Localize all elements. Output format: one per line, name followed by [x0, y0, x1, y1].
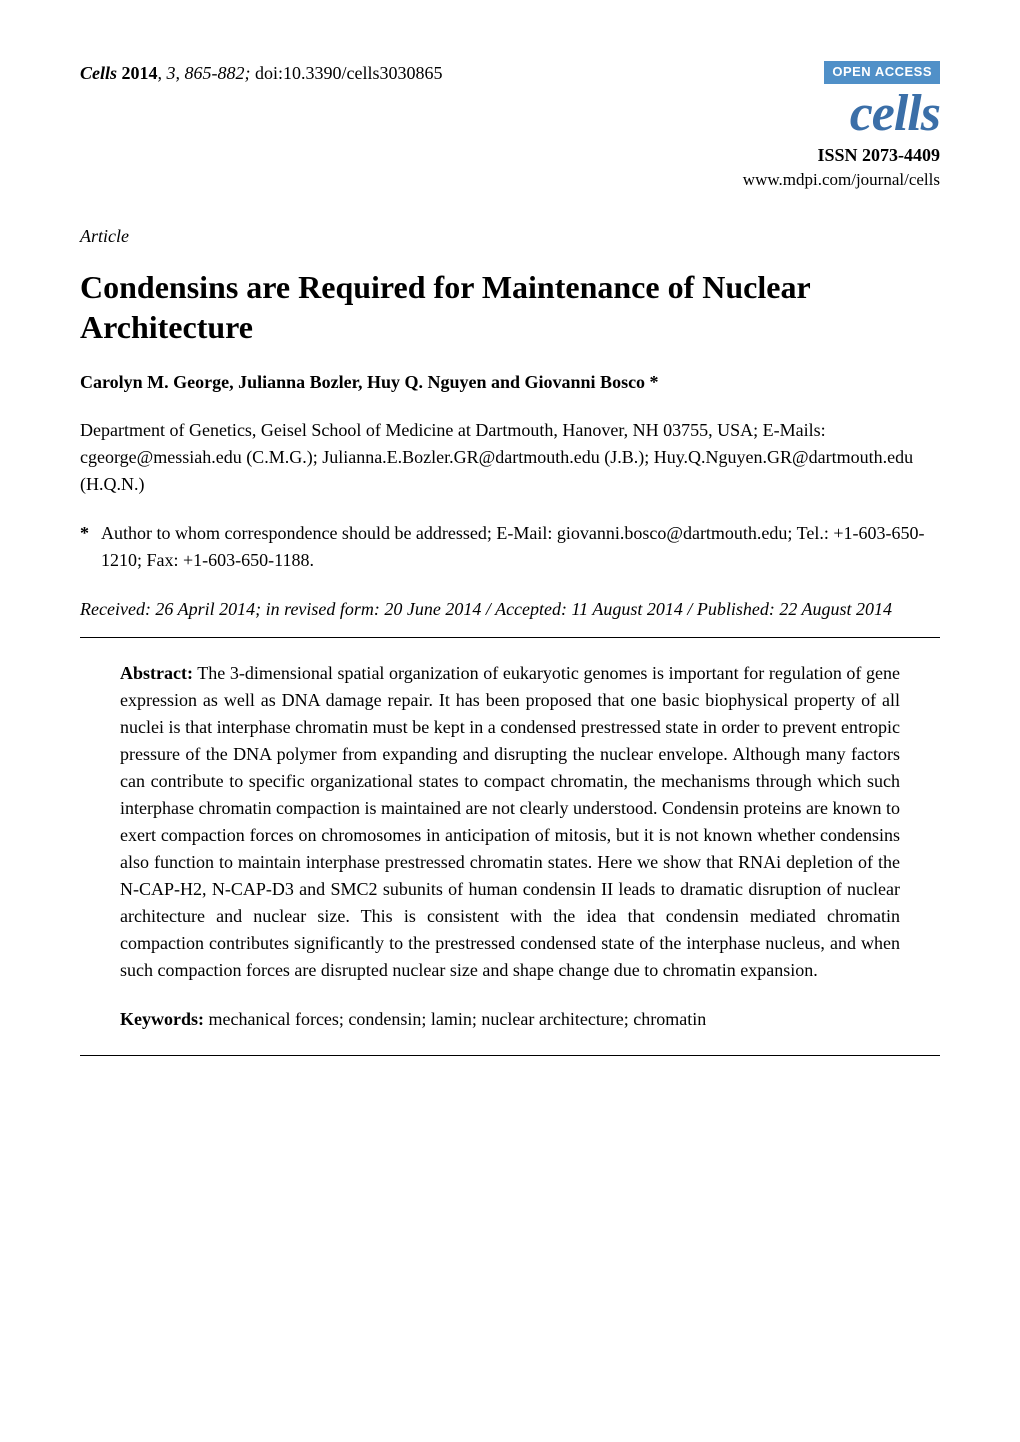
authors: Carolyn M. George, Julianna Bozler, Huy … — [80, 369, 940, 395]
journal-meta-block: OPEN ACCESS cells ISSN 2073-4409 www.mdp… — [743, 60, 940, 193]
open-access-badge: OPEN ACCESS — [824, 61, 940, 84]
citation-year: 2014 — [122, 63, 158, 83]
header-row: Cells 2014, 3, 865-882; doi:10.3390/cell… — [80, 60, 940, 193]
keywords-body: mechanical forces; condensin; lamin; nuc… — [204, 1009, 706, 1029]
journal-url: www.mdpi.com/journal/cells — [743, 168, 940, 193]
citation: Cells 2014, 3, 865-882; doi:10.3390/cell… — [80, 60, 443, 86]
section-rule-bottom — [80, 1055, 940, 1056]
correspondence-text: Author to whom correspondence should be … — [101, 520, 940, 574]
abstract-text: Abstract: The 3-dimensional spatial orga… — [120, 660, 900, 984]
issn: ISSN 2073-4409 — [743, 142, 940, 168]
article-title: Condensins are Required for Maintenance … — [80, 267, 940, 347]
keywords-label: Keywords: — [120, 1009, 204, 1029]
journal-logo: cells — [743, 88, 940, 140]
citation-journal: Cells — [80, 63, 117, 83]
abstract-body: The 3-dimensional spatial organization o… — [120, 663, 900, 980]
abstract-label: Abstract: — [120, 663, 193, 683]
citation-volume-pages: , 3, 865-882; — [158, 63, 256, 83]
abstract-block: Abstract: The 3-dimensional spatial orga… — [80, 660, 940, 984]
article-type: Article — [80, 223, 940, 249]
publication-dates: Received: 26 April 2014; in revised form… — [80, 596, 940, 623]
correspondence: * Author to whom correspondence should b… — [80, 520, 940, 574]
correspondence-star: * — [80, 520, 89, 574]
citation-doi: doi:10.3390/cells3030865 — [255, 63, 443, 83]
keywords-text: Keywords: mechanical forces; condensin; … — [120, 1006, 900, 1033]
affiliation: Department of Genetics, Geisel School of… — [80, 417, 940, 498]
section-rule-top — [80, 637, 940, 638]
keywords-block: Keywords: mechanical forces; condensin; … — [80, 1006, 940, 1033]
